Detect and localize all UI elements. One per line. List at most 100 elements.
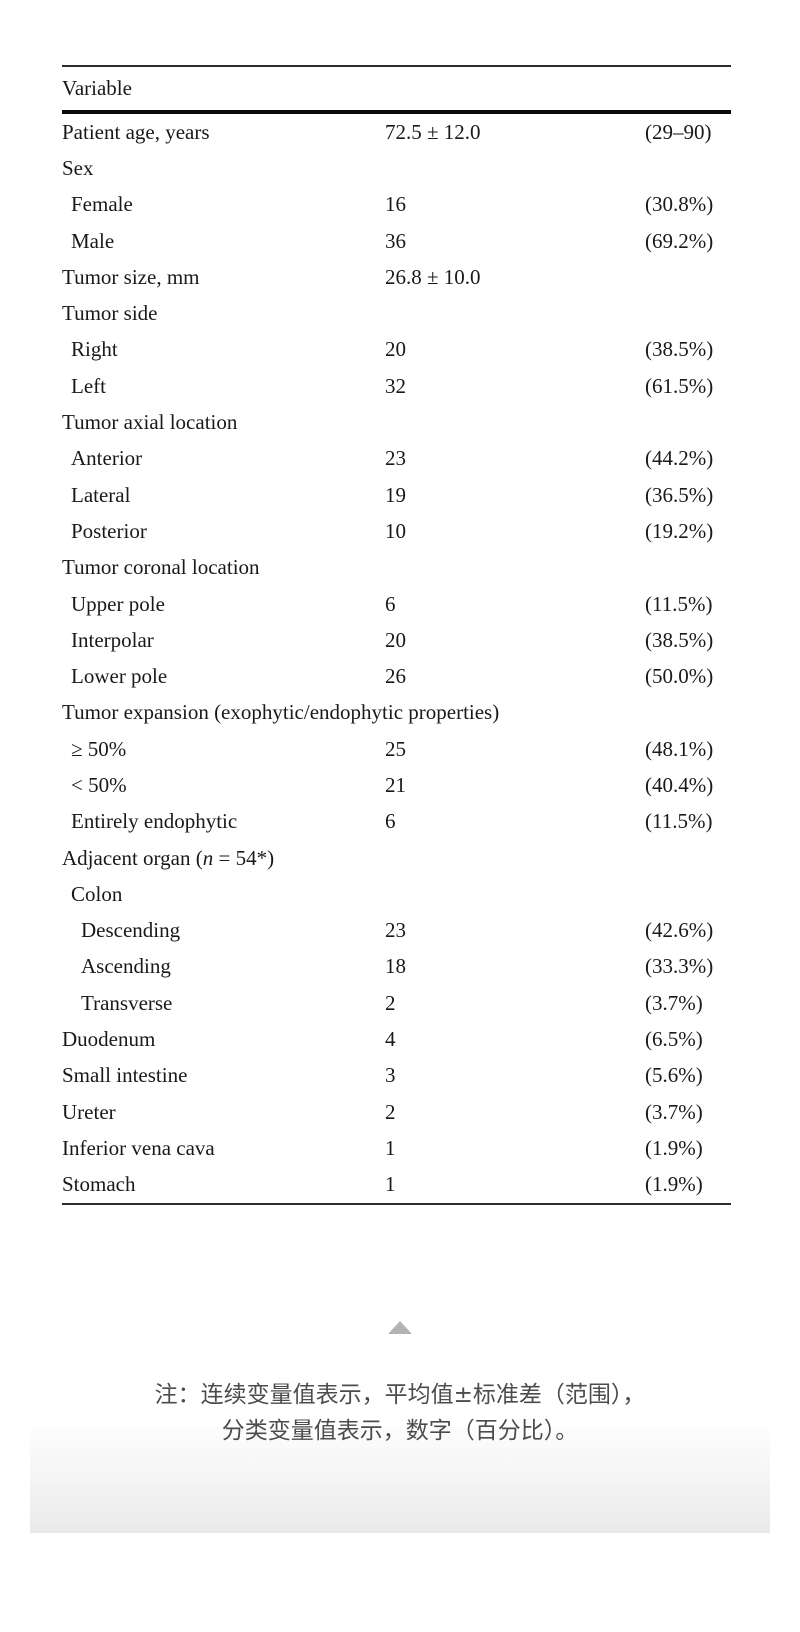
table-row: Tumor coronal location [62,550,731,586]
table-note: 注：连续变量值表示，平均值±标准差（范围）， 分类变量值表示，数字（百分比）。 [0,1377,800,1449]
row-percent: (30.8%) [645,192,714,217]
row-percent: (11.5%) [645,809,713,834]
row-value: 18 [385,954,406,979]
row-label: Interpolar [71,627,154,652]
table-row: Left 32 (61.5%) [62,368,731,404]
note-line-1: 注：连续变量值表示，平均值±标准差（范围）， [154,1382,646,1408]
table-row: Entirely endophytic 6 (11.5%) [62,804,731,840]
table-header-rule [62,110,731,114]
row-label: Colon [71,881,123,906]
row-label: Ascending [81,954,171,979]
table-row: Ureter 2 (3.7%) [62,1094,731,1130]
row-value: 3 [385,1063,396,1088]
row-label: Right [71,337,118,362]
table-row: Duodenum 4 (6.5%) [62,1021,731,1057]
row-percent: (61.5%) [645,373,714,398]
table-row: Small intestine 3 (5.6%) [62,1058,731,1094]
row-label: Left [71,373,106,398]
row-percent: (19.2%) [645,518,714,543]
row-label: Transverse [81,990,173,1015]
row-label: Female [71,192,133,217]
row-value: 20 [385,337,406,362]
row-label: Lateral [71,482,131,507]
table-row: Tumor size, mm 26.8 ± 10.0 [62,259,731,295]
row-label: Duodenum [62,1027,156,1052]
row-percent: (69.2%) [645,228,714,253]
row-label: Stomach [62,1172,136,1197]
table-row: Inferior vena cava 1 (1.9%) [62,1130,731,1166]
row-percent: (5.6%) [645,1063,703,1088]
row-value: 16 [385,192,406,217]
row-percent: (1.9%) [645,1172,703,1197]
row-label: ≥ 50% [71,736,127,761]
row-percent: (40.4%) [645,772,714,797]
table-row: Posterior 10 (19.2%) [62,513,731,549]
row-percent: (3.7%) [645,990,703,1015]
table-bottom-rule [62,1202,731,1205]
row-percent: (1.9%) [645,1135,703,1160]
row-value: 36 [385,228,406,253]
table-row: Sex [62,150,731,186]
table-body: Patient age, years 72.5 ± 12.0 (29–90) S… [62,114,731,1203]
row-percent: (50.0%) [645,664,714,689]
row-value: 19 [385,482,406,507]
row-percent: (36.5%) [645,482,714,507]
table-row: Tumor side [62,295,731,331]
footer-gradient-panel [30,1427,770,1533]
row-percent: (33.3%) [645,954,714,979]
row-label: Upper pole [71,591,165,616]
row-value: 1 [385,1135,396,1160]
row-label: Tumor axial location [62,410,238,435]
row-value: 6 [385,591,396,616]
table-row: Upper pole 6 (11.5%) [62,586,731,622]
row-value: 72.5 ± 12.0 [385,119,481,144]
row-label: Male [71,228,115,253]
collapse-up-triangle-icon[interactable] [388,1321,412,1334]
table-row: Lateral 19 (36.5%) [62,477,731,513]
table-row: Male 36 (69.2%) [62,223,731,259]
table-row: Female 16 (30.8%) [62,187,731,223]
table-row: Ascending 18 (33.3%) [62,949,731,985]
row-percent: (38.5%) [645,337,714,362]
row-value: 6 [385,809,396,834]
table-row: Tumor expansion (exophytic/endophytic pr… [62,695,731,731]
row-label: < 50% [71,772,127,797]
table-row: Lower pole 26 (50.0%) [62,658,731,694]
table-row: Descending 23 (42.6%) [62,913,731,949]
row-value: 20 [385,627,406,652]
table-row: Colon [62,876,731,912]
row-label: Adjacent organ (n = 54*) [62,845,385,870]
row-label: Descending [81,918,181,943]
row-percent: (3.7%) [645,1099,703,1124]
row-value: 1 [385,1172,396,1197]
row-label: Anterior [71,446,143,471]
row-label-part: Adjacent organ ( [62,845,203,870]
row-label: Entirely endophytic [71,809,238,834]
row-percent: (29–90) [645,119,712,144]
row-label: Tumor side [62,301,158,326]
row-label: Inferior vena cava [62,1135,215,1160]
row-percent: (44.2%) [645,446,714,471]
row-value: 26.8 ± 10.0 [385,264,481,289]
row-percent: (38.5%) [645,627,714,652]
row-value: 32 [385,373,406,398]
row-percent: (11.5%) [645,591,713,616]
row-label-part: n [202,845,214,870]
row-label: Sex [62,155,94,180]
row-value: 25 [385,736,406,761]
table-row: Stomach 1 (1.9%) [62,1167,731,1203]
row-value: 2 [385,1099,396,1124]
table-row: ≥ 50% 25 (48.1%) [62,731,731,767]
row-percent: (6.5%) [645,1027,703,1052]
row-value: 26 [385,664,406,689]
row-label-part: = 54*) [213,845,275,870]
row-value: 2 [385,990,396,1015]
patient-characteristics-table: Variable Patient age, years 72.5 ± 12.0 … [62,65,731,1205]
table-row: Patient age, years 72.5 ± 12.0 (29–90) [62,114,731,150]
table-row: Anterior 23 (44.2%) [62,441,731,477]
table-row: Adjacent organ (n = 54*) [62,840,731,876]
row-label: Patient age, years [62,119,210,144]
row-label: Posterior [71,518,147,543]
table-row: Tumor axial location [62,404,731,440]
